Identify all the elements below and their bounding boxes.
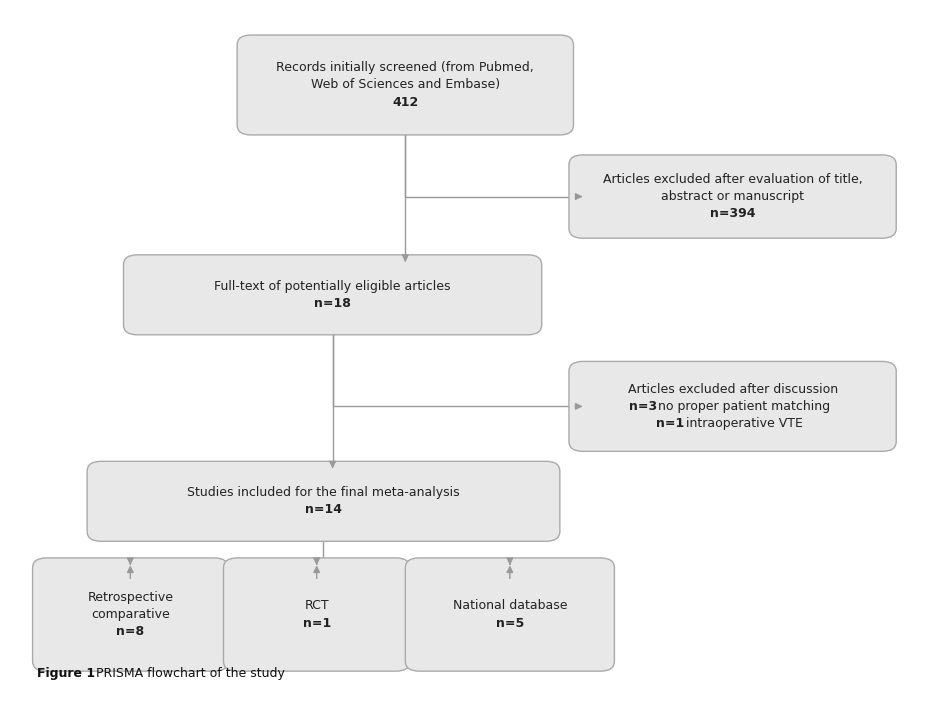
FancyBboxPatch shape [87, 461, 560, 542]
Text: no proper patient matching: no proper patient matching [654, 400, 831, 413]
Text: Figure 1: Figure 1 [37, 667, 96, 680]
Text: n=14: n=14 [305, 503, 342, 516]
FancyBboxPatch shape [569, 361, 896, 451]
FancyBboxPatch shape [32, 558, 228, 671]
Text: RCT: RCT [304, 599, 329, 613]
Text: n=394: n=394 [710, 207, 756, 220]
Text: Articles excluded after discussion: Articles excluded after discussion [628, 382, 838, 395]
Text: n=8: n=8 [116, 626, 144, 639]
FancyBboxPatch shape [237, 35, 574, 135]
Text: Articles excluded after evaluation of title,: Articles excluded after evaluation of ti… [602, 173, 863, 186]
Text: National database: National database [453, 599, 567, 613]
Text: n=1: n=1 [302, 617, 331, 630]
Text: n=3: n=3 [630, 400, 657, 413]
Text: 412: 412 [392, 96, 419, 109]
Text: Studies included for the final meta-analysis: Studies included for the final meta-anal… [188, 486, 460, 499]
FancyBboxPatch shape [223, 558, 410, 671]
Text: Records initially screened (from Pubmed,: Records initially screened (from Pubmed, [277, 62, 534, 74]
Text: n=18: n=18 [314, 297, 351, 310]
Text: Web of Sciences and Embase): Web of Sciences and Embase) [311, 78, 500, 91]
Text: PRISMA flowchart of the study: PRISMA flowchart of the study [88, 667, 285, 680]
Text: n=5: n=5 [495, 617, 524, 630]
Text: Full-text of potentially eligible articles: Full-text of potentially eligible articl… [214, 279, 451, 292]
FancyBboxPatch shape [405, 558, 615, 671]
Text: intraoperative VTE: intraoperative VTE [682, 417, 803, 430]
FancyBboxPatch shape [569, 155, 896, 238]
Text: n=1: n=1 [655, 417, 684, 430]
Text: abstract or manuscript: abstract or manuscript [661, 190, 804, 203]
Text: Retrospective: Retrospective [87, 591, 173, 604]
Text: comparative: comparative [91, 608, 170, 621]
FancyBboxPatch shape [123, 255, 542, 334]
